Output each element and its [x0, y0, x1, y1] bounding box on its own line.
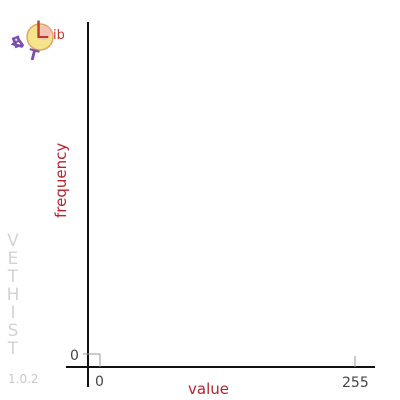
vethist-letter-1: E — [7, 249, 19, 269]
logo-letter-l: L — [35, 16, 49, 44]
logo-circle-highlight — [37, 26, 51, 40]
vethist-letter-5: S — [7, 321, 19, 341]
version-label: 1.0.2 — [8, 372, 39, 386]
x-tick-label-255: 255 — [342, 375, 369, 391]
logo-suffix: ib — [53, 28, 65, 43]
vetlib-logo: V E T L ib — [8, 16, 65, 65]
y-axis-title: frequency — [52, 143, 70, 218]
vethist-letter-2: T — [7, 267, 19, 287]
vethist-letter-0: V — [7, 231, 19, 251]
vethist-letter-6: T — [7, 339, 19, 359]
logo-letter-t: T — [26, 45, 41, 65]
vethist-letter-4: I — [10, 303, 16, 323]
x-axis-title: value — [188, 380, 229, 398]
y-tick-label-0: 0 — [70, 348, 79, 364]
x-tick-label-0: 0 — [95, 374, 104, 390]
vethist-letter-3: H — [6, 285, 20, 305]
